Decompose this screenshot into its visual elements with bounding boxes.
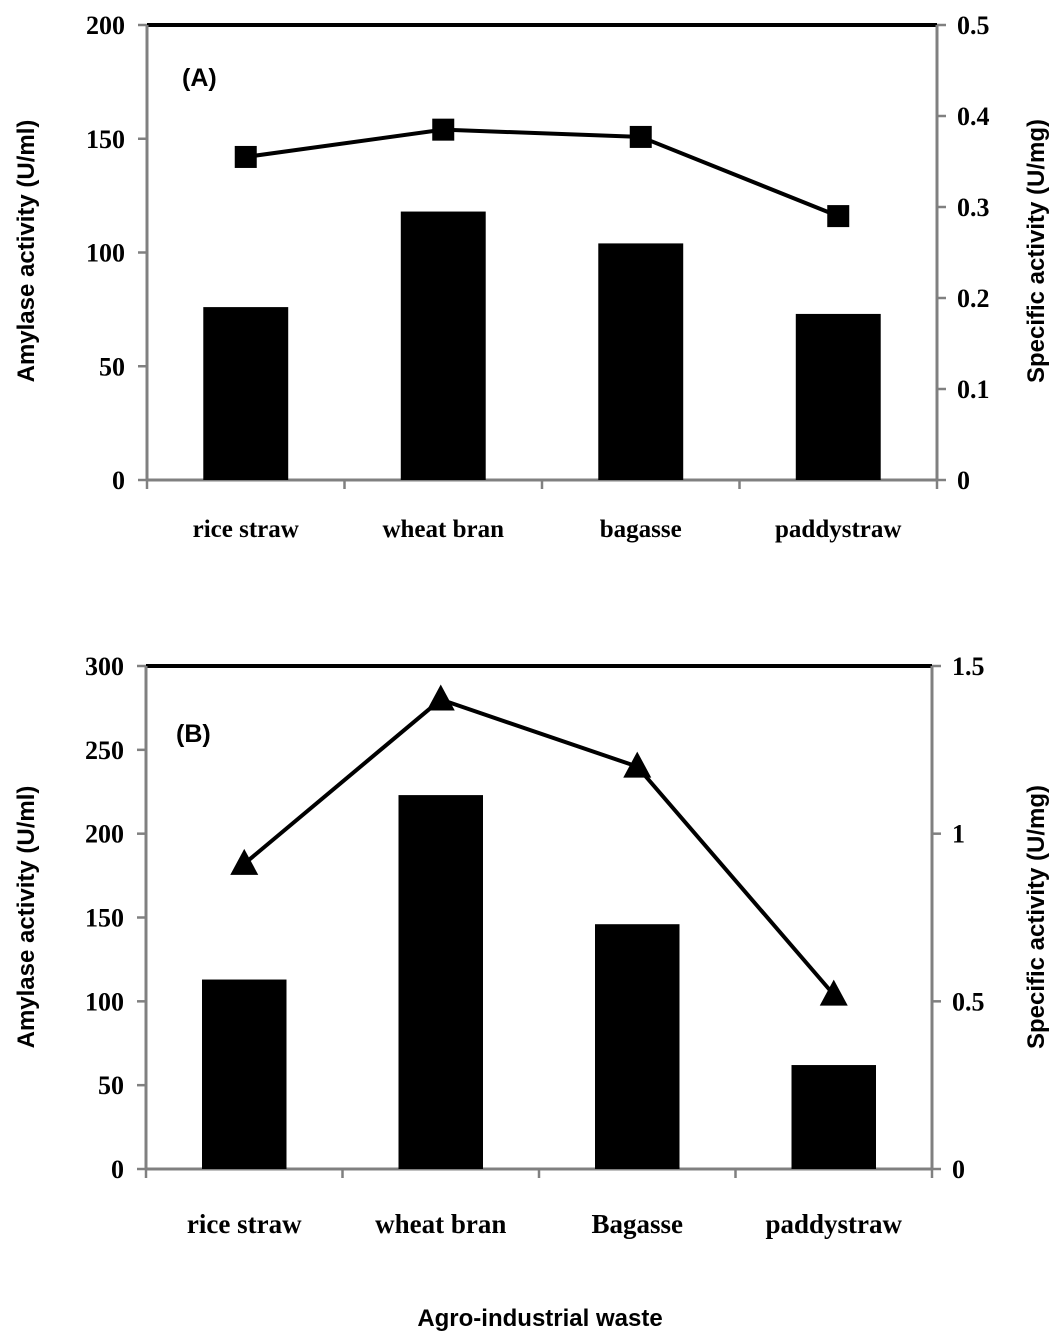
x-tick-label: rice straw bbox=[193, 516, 299, 543]
chart-panel-b: 0 50 100 150 200 250 300 0 0.5 1 1.5 rice straw whea… bbox=[13, 652, 1050, 1239]
y2-axis-title: Specific activity (U/mg) bbox=[1023, 785, 1050, 1049]
data-point-triangle bbox=[623, 751, 652, 778]
y-tick-label: 200 bbox=[85, 820, 124, 849]
y-tick-label: 300 bbox=[85, 652, 124, 681]
x-tick-label: wheat bran bbox=[375, 1209, 506, 1239]
y2-tick-label: 0.2 bbox=[957, 284, 990, 313]
y2-axis-title: Specific activity (U/mg) bbox=[1023, 119, 1050, 383]
y-tick-label: 0 bbox=[112, 466, 125, 495]
x-tick-label: paddystraw bbox=[765, 1209, 902, 1239]
series-line bbox=[245, 127, 839, 218]
y-tick-label: 200 bbox=[86, 11, 125, 40]
bar bbox=[595, 924, 680, 1169]
x-tick-label: wheat bran bbox=[382, 516, 504, 543]
y-tick-label: 250 bbox=[85, 736, 124, 765]
y-tick-label: 50 bbox=[98, 1071, 124, 1100]
y-tick-label: 150 bbox=[85, 904, 124, 933]
y2-tick-label: 0 bbox=[952, 1155, 965, 1184]
y-tick-label: 150 bbox=[86, 125, 125, 154]
panel-label: (B) bbox=[176, 720, 211, 748]
y-tick-label: 100 bbox=[85, 987, 124, 1016]
data-point-square bbox=[234, 145, 257, 168]
y-axis-title: Amylase activity (U/ml) bbox=[13, 786, 40, 1049]
bar bbox=[795, 313, 881, 480]
x-tick-label: rice straw bbox=[187, 1209, 302, 1239]
data-point-square bbox=[629, 125, 652, 148]
bar bbox=[203, 307, 289, 480]
y2-tick-label: 0.5 bbox=[952, 987, 985, 1016]
bar bbox=[598, 243, 684, 480]
bar bbox=[400, 211, 486, 481]
data-point-triangle bbox=[230, 848, 259, 875]
chart-panel-a: 0 50 100 150 200 0 0.1 0.2 0.3 0.4 0.5 rice straw wh… bbox=[13, 11, 1050, 543]
bar bbox=[398, 795, 483, 1169]
y2-tick-label: 0 bbox=[957, 466, 970, 495]
data-point-square bbox=[432, 118, 455, 141]
y-tick-label: 50 bbox=[99, 352, 125, 381]
y-tick-label: 100 bbox=[86, 239, 125, 268]
x-tick-label: Bagasse bbox=[591, 1209, 683, 1239]
x-tick-label: bagasse bbox=[600, 516, 682, 543]
x-axis-title: Agro-industrial waste bbox=[417, 1305, 662, 1332]
data-point-triangle bbox=[426, 684, 455, 711]
series-line bbox=[242, 697, 836, 996]
bar bbox=[202, 979, 287, 1169]
panel-label: (A) bbox=[182, 64, 217, 92]
bar bbox=[791, 1065, 876, 1169]
y2-tick-label: 0.4 bbox=[957, 102, 990, 131]
y2-tick-label: 0.5 bbox=[957, 11, 990, 40]
y2-tick-label: 1 bbox=[952, 820, 965, 849]
y2-tick-label: 1.5 bbox=[952, 652, 985, 681]
y-tick-label: 0 bbox=[111, 1155, 124, 1184]
x-tick-label: paddystraw bbox=[775, 516, 901, 543]
data-point-square bbox=[827, 205, 850, 228]
y2-tick-label: 0.3 bbox=[957, 193, 990, 222]
y-axis-title: Amylase activity (U/ml) bbox=[13, 120, 40, 383]
data-point-triangle bbox=[819, 979, 848, 1006]
y2-tick-label: 0.1 bbox=[957, 375, 990, 404]
